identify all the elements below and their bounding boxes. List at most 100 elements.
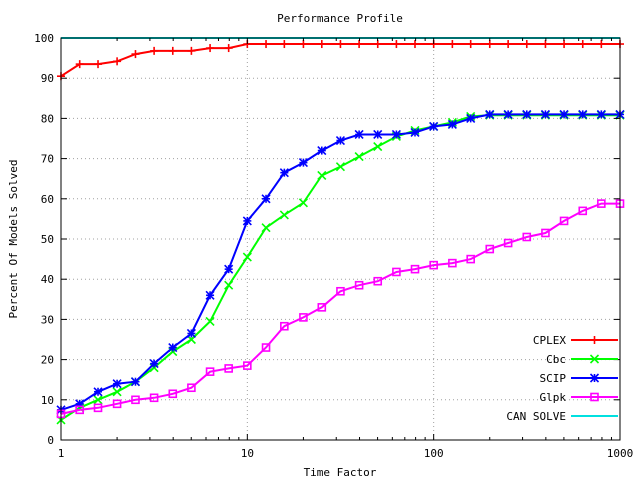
y-tick-label: 100 (34, 32, 54, 45)
data-point (186, 328, 196, 339)
data-point (93, 395, 103, 405)
data-point (578, 206, 588, 216)
data-point (224, 44, 233, 53)
data-point (447, 119, 457, 129)
data-point (485, 40, 494, 49)
data-point (448, 40, 457, 49)
data-point (299, 313, 308, 322)
data-point (149, 359, 159, 369)
y-tick-label: 90 (41, 72, 54, 85)
data-point (335, 135, 346, 146)
y-tick-label: 10 (41, 394, 54, 407)
legend-entry: Cbc (546, 353, 618, 366)
x-axis-label: Time Factor (304, 466, 377, 479)
data-point (113, 57, 122, 66)
data-point (590, 336, 599, 344)
data-point (298, 158, 308, 168)
data-point (262, 40, 271, 49)
data-point (597, 199, 606, 208)
data-point (261, 194, 271, 204)
data-point (354, 129, 364, 140)
series-glpk (56, 199, 625, 419)
data-point (130, 377, 141, 387)
y-tick-label: 20 (41, 354, 54, 367)
data-point (589, 354, 600, 364)
data-point (112, 387, 122, 397)
series-line (60, 202, 620, 415)
data-point (75, 60, 84, 69)
series-scip (56, 109, 625, 415)
data-point (279, 210, 289, 220)
data-point (560, 40, 569, 49)
data-point (590, 392, 599, 402)
data-point (280, 321, 289, 331)
data-point (373, 40, 382, 49)
y-tick-label: 0 (47, 434, 54, 447)
data-point (392, 267, 401, 277)
legend-label: Cbc (546, 353, 566, 366)
data-point (150, 46, 159, 55)
data-point (522, 232, 532, 242)
data-point (589, 373, 600, 383)
data-point (485, 244, 495, 254)
data-point (448, 258, 457, 268)
data-point (540, 109, 551, 119)
data-point (392, 40, 401, 49)
plot-series (56, 37, 625, 425)
y-axis-label: Percent Of Models Solved (7, 160, 20, 319)
data-point (596, 109, 606, 119)
x-tick-label: 10 (241, 447, 254, 460)
data-point (261, 343, 271, 352)
data-point (279, 168, 289, 178)
series-cplex (57, 40, 624, 81)
data-point (224, 264, 234, 274)
data-point (224, 364, 233, 373)
series-line (60, 114, 620, 421)
legend-label: SCIP (540, 372, 567, 385)
data-point (410, 127, 420, 138)
data-point (317, 40, 326, 49)
data-point (354, 280, 364, 290)
data-point (317, 303, 327, 312)
data-point (112, 399, 122, 409)
plot-frame (60, 37, 621, 441)
grid-lines (61, 38, 620, 440)
data-point (503, 109, 513, 119)
y-tick-label: 60 (41, 193, 54, 206)
data-point (280, 40, 289, 49)
data-point (559, 216, 569, 226)
data-point (205, 367, 215, 376)
legend: CPLEX Cbc SCIP Glpk CAN SOLVE (506, 334, 618, 423)
data-point (336, 40, 345, 49)
data-point (578, 109, 588, 119)
legend-label: CPLEX (533, 334, 566, 347)
series-line (60, 113, 620, 411)
series-line (60, 43, 620, 78)
data-point (504, 40, 513, 49)
data-point (93, 387, 103, 397)
data-point (597, 40, 606, 49)
data-point (354, 152, 364, 162)
data-point (373, 129, 383, 140)
data-point (131, 50, 140, 59)
data-point (391, 129, 401, 140)
data-point (373, 276, 383, 286)
data-point (503, 238, 513, 248)
y-tick-label: 70 (41, 153, 54, 166)
legend-entry: CPLEX (533, 334, 618, 347)
legend-entry: CAN SOLVE (506, 410, 618, 423)
data-point (298, 198, 308, 208)
data-point (559, 109, 569, 119)
data-point (168, 342, 178, 353)
data-point (541, 228, 550, 238)
data-point (205, 316, 215, 326)
data-point (410, 264, 420, 274)
data-point (317, 170, 327, 181)
data-point (335, 162, 346, 172)
x-tick-label: 100 (424, 447, 444, 460)
legend-entry: Glpk (540, 391, 618, 404)
data-point (410, 40, 419, 49)
chart-title: Performance Profile (277, 12, 403, 25)
data-point (522, 40, 531, 49)
